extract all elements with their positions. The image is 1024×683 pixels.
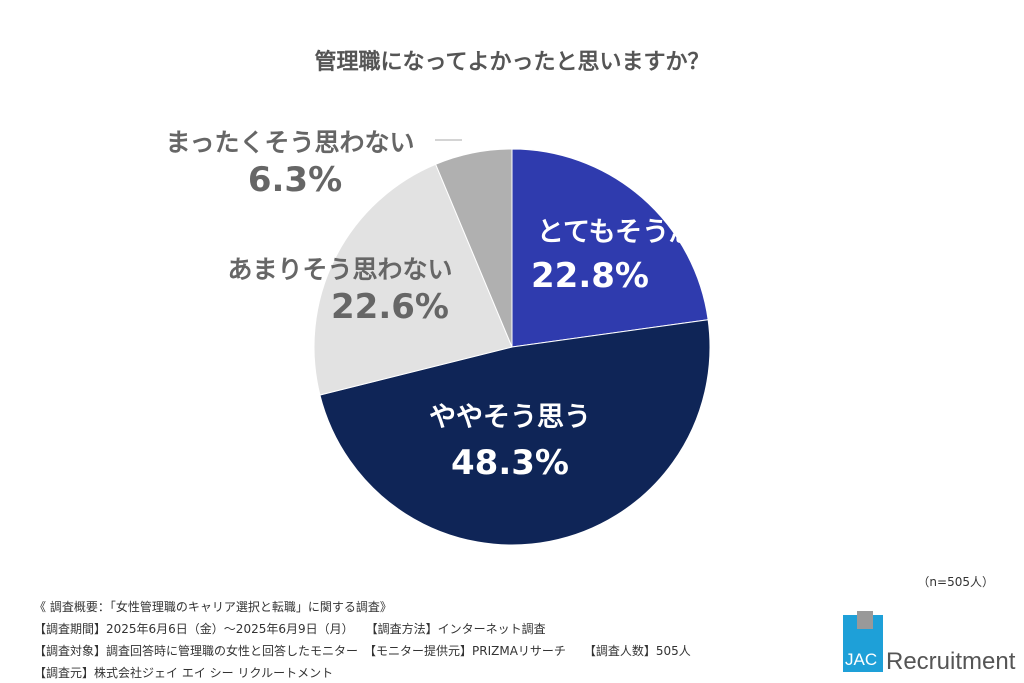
logo-jac: JAC [845,650,878,669]
pie-slice-1 [319,319,711,546]
footer-line: 【調査元】株式会社ジェイ エイ シー リクルートメント [34,666,334,680]
puzzle-icon [857,611,873,629]
logo-mark: JAC [843,611,883,672]
slice-label-2: あまりそう思わない [227,255,453,284]
slice-value-3: 6.3% [247,160,343,200]
pie-slice-3 [434,148,513,348]
pie-slice-2 [313,163,513,396]
slice-value-1: 48.3% [451,443,569,483]
slice-value-2: 22.6% [331,287,449,327]
footer-line: 【調査期間】2025年6月6日（金）～2025年6月9日（月） 【調査方法】イン… [34,622,546,636]
slice-label-1: ややそう思う [429,402,591,433]
sample-size: （n=505人） [917,575,994,589]
logo-text: Recruitment [886,648,1016,675]
chart-title: 管理職になってよかったと思いますか？ [314,50,710,75]
slice-value-0: 22.8% [531,256,649,296]
slice-label-3: まったくそう思わない [165,128,415,157]
footer-line: 《 調査概要：「女性管理職のキャリア選択と転職」に関する調査》 [34,600,392,614]
footer-line: 【調査対象】調査回答時に管理職の女性と回答したモニター 【モニター提供元】PRI… [34,644,691,658]
slice-label-0: とてもそう思う [536,217,724,248]
pie-slice-0 [511,148,709,348]
